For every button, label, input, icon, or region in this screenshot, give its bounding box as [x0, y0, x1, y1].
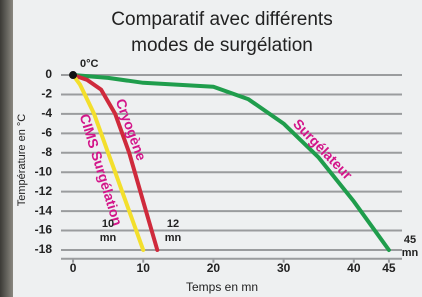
y-tick-label: -16 [35, 223, 53, 237]
origin-dot [69, 71, 77, 79]
x-tick-label: 0 [70, 261, 77, 275]
annotation: 12 [167, 218, 179, 230]
chart-title: modes de surgélation [131, 35, 313, 56]
y-axis-label: Température en °C [16, 114, 28, 206]
photo-strip [0, 0, 13, 297]
annotation: 10 [102, 218, 114, 230]
y-tick-label: -12 [35, 184, 53, 198]
x-tick-label: 10 [137, 261, 151, 275]
y-tick-label: -8 [41, 145, 52, 159]
y-tick-label: 0 [45, 67, 52, 81]
x-tick-label: 45 [382, 261, 396, 275]
y-tick-label: -4 [41, 106, 52, 120]
annotation: mn [165, 232, 182, 244]
y-tick-label: -2 [41, 87, 52, 101]
chart-title: Comparatif avec différents [111, 9, 332, 30]
chart: Comparatif avec différents modes de surg… [0, 0, 422, 297]
annotation: mn [100, 232, 117, 244]
annotation: mn [402, 247, 419, 259]
y-tick-label: -6 [41, 126, 52, 140]
x-tick-label: 40 [347, 261, 361, 275]
annotation: 0°C [80, 58, 99, 70]
y-tick-label: -10 [35, 164, 53, 178]
annotation: 45 [404, 234, 416, 246]
y-tick-label: -14 [35, 203, 53, 217]
y-tick-label: -18 [35, 242, 53, 256]
x-tick-label: 30 [277, 261, 291, 275]
x-tick-label: 20 [207, 261, 221, 275]
x-axis-label: Temps en mn [186, 280, 258, 294]
